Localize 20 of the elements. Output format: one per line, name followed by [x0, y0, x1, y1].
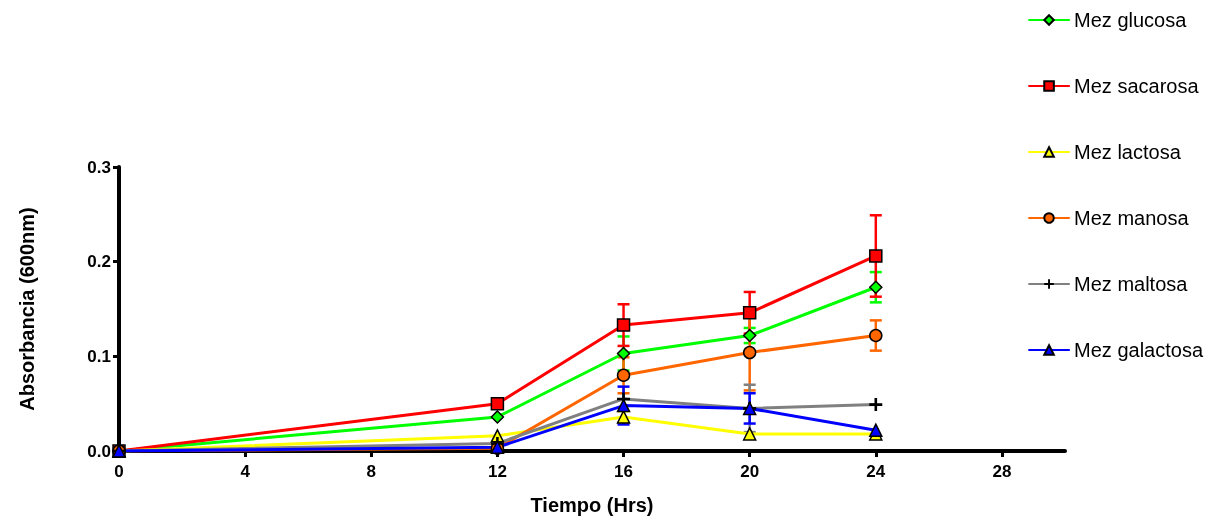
- legend-label: Mez lactosa: [1074, 141, 1182, 163]
- x-tick-label: 16: [614, 462, 633, 481]
- legend-label: Mez manosa: [1074, 207, 1190, 229]
- y-tick-label: 0.1: [87, 346, 111, 366]
- y-axis-title: Absorbancia (600nm): [16, 207, 38, 411]
- y-tick-label: 0.0: [87, 441, 111, 461]
- legend-label: Mez galactosa: [1074, 339, 1204, 361]
- legend-label: Mez glucosa: [1074, 9, 1188, 31]
- x-tick-label: 20: [740, 462, 760, 481]
- legend-label: Mez maltosa: [1074, 273, 1189, 295]
- x-tick-label: 12: [487, 462, 507, 481]
- x-tick-label: 24: [866, 462, 886, 481]
- x-tick-label: 8: [366, 462, 376, 481]
- y-tick-label: 0.3: [87, 157, 111, 177]
- x-axis-title: Tiempo (Hrs): [530, 494, 654, 516]
- y-tick-label: 0.2: [87, 252, 111, 272]
- legend-label: Mez sacarosa: [1074, 75, 1200, 97]
- x-tick-label: 0: [114, 462, 124, 481]
- x-tick-label: 4: [240, 462, 251, 481]
- x-tick-label: 28: [992, 462, 1012, 481]
